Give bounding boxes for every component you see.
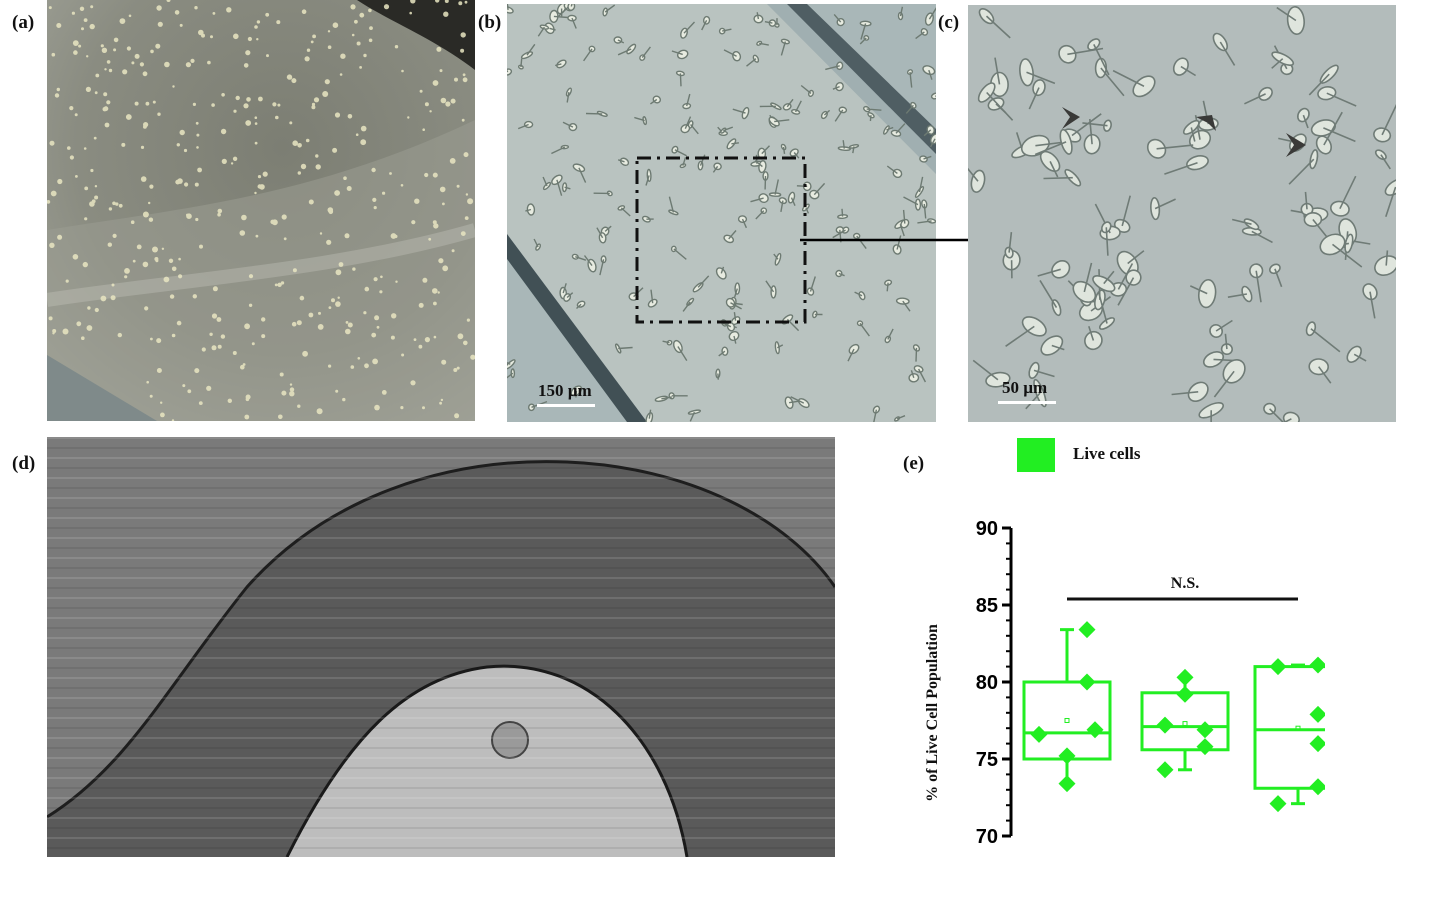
data-point <box>1058 747 1076 765</box>
data-point <box>1078 673 1096 691</box>
micrograph-a <box>47 0 475 421</box>
data-point <box>1086 721 1104 739</box>
zoom-box <box>635 156 807 324</box>
data-point <box>1156 761 1174 779</box>
arrowhead-2 <box>1196 115 1216 131</box>
y-axis-label: % of Live Cell Population <box>924 624 941 802</box>
data-point <box>1309 778 1325 796</box>
data-point <box>1176 685 1194 703</box>
panel-label-c: (c) <box>938 12 960 33</box>
micrograph-b-image <box>507 4 936 422</box>
data-point <box>1269 795 1287 813</box>
data-point <box>1176 668 1194 686</box>
data-point <box>1269 658 1287 676</box>
legend-label: Live cells <box>1073 444 1141 463</box>
mean-marker <box>1064 718 1070 723</box>
arrowhead-3 <box>1286 133 1306 157</box>
data-point <box>1030 725 1048 743</box>
mean-marker <box>1295 725 1301 731</box>
significance-label: N.S. <box>1171 575 1199 592</box>
y-tick-label: 80 <box>976 672 998 694</box>
scale-bar-label-c: 50 µm <box>1002 378 1048 397</box>
legend-swatch <box>1017 438 1055 472</box>
scale-bar-b <box>537 404 595 407</box>
data-point <box>1196 721 1214 739</box>
data-point <box>1309 705 1325 723</box>
micrograph-c: 50 µm <box>968 5 1396 422</box>
data-point <box>1078 621 1096 639</box>
y-tick-label: 90 <box>976 518 998 540</box>
mean-marker <box>1182 721 1188 727</box>
data-point <box>1156 716 1174 734</box>
panel-label-e: (e) <box>903 453 925 474</box>
box-group-1 <box>1022 621 1112 793</box>
scale-bar-label-b: 150 µm <box>538 381 592 400</box>
y-tick-label: 85 <box>976 595 998 617</box>
box-group-2 <box>1140 668 1230 779</box>
box-group-3 <box>1253 656 1325 813</box>
panel-label-d: (d) <box>12 453 36 474</box>
data-point <box>1058 775 1076 793</box>
data-point <box>1309 656 1325 674</box>
micrograph-d-image <box>47 437 835 857</box>
data-point <box>1196 738 1214 756</box>
y-tick-label: 70 <box>976 826 998 848</box>
micrograph-d <box>47 437 835 857</box>
arrowhead-1 <box>1062 107 1080 129</box>
micrograph-a-image <box>47 0 475 421</box>
panel-label-a: (a) <box>12 12 35 33</box>
scale-bar-c <box>998 401 1056 404</box>
box-plot: % of Live Cell Population 70 75 80 85 90 N.S… <box>924 518 1325 848</box>
panel-label-b: (b) <box>478 12 502 33</box>
data-point <box>1309 735 1325 753</box>
micrograph-c-image <box>968 5 1396 422</box>
y-tick-label: 75 <box>976 749 998 771</box>
micrograph-b: 150 µm <box>507 4 936 422</box>
box <box>1253 665 1325 790</box>
